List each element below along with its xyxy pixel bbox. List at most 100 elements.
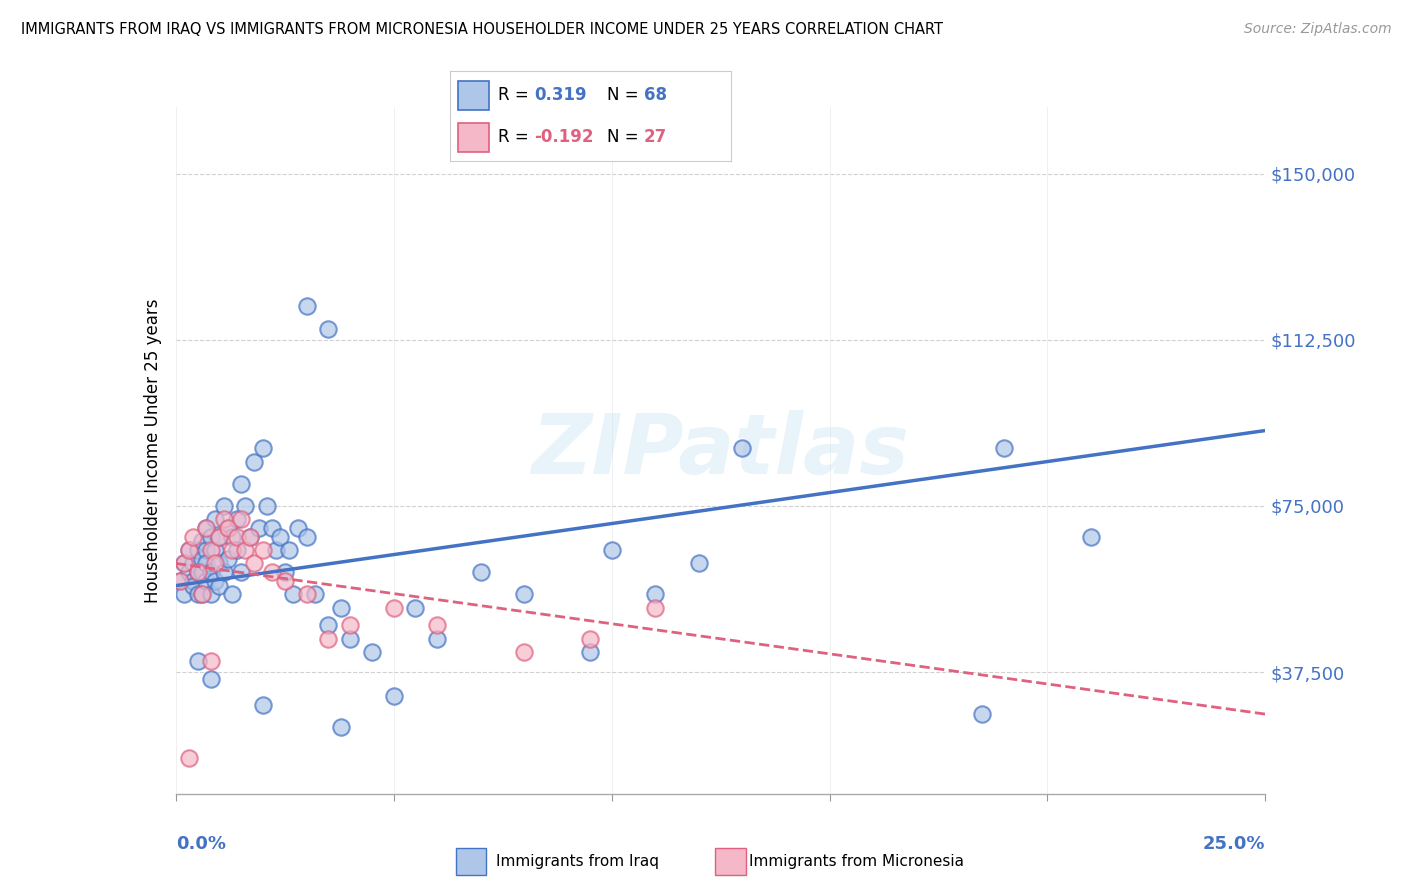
Point <box>243 454 266 468</box>
Y-axis label: Householder Income Under 25 years: Householder Income Under 25 years <box>143 298 162 603</box>
Point <box>186 543 209 558</box>
Point <box>181 530 204 544</box>
Point <box>204 557 226 571</box>
Point <box>200 672 222 686</box>
Point <box>231 512 253 526</box>
Point <box>239 530 262 544</box>
Point <box>235 499 257 513</box>
Point <box>243 557 266 571</box>
Point <box>426 632 449 646</box>
Point <box>177 543 200 558</box>
Point <box>231 476 253 491</box>
Point <box>200 587 222 601</box>
Point <box>221 530 243 544</box>
Point <box>217 552 239 566</box>
Point <box>287 521 309 535</box>
Point <box>239 530 262 544</box>
Point <box>274 574 297 589</box>
Point <box>235 543 257 558</box>
Text: ZIPatlas: ZIPatlas <box>531 410 910 491</box>
Point <box>225 530 247 544</box>
Point <box>195 521 218 535</box>
Point <box>181 579 204 593</box>
Point <box>260 566 283 580</box>
Point <box>173 557 195 571</box>
Point <box>208 530 231 544</box>
Point <box>204 574 226 589</box>
Point <box>225 543 247 558</box>
Point <box>339 632 361 646</box>
Point <box>221 587 243 601</box>
Text: N =: N = <box>607 128 644 146</box>
Point <box>644 600 666 615</box>
Point <box>993 442 1015 456</box>
Point <box>231 566 253 580</box>
Bar <box>456 848 486 875</box>
Point <box>513 587 536 601</box>
Text: 0.319: 0.319 <box>534 87 586 104</box>
Point <box>513 645 536 659</box>
Point <box>295 587 318 601</box>
Point <box>382 600 405 615</box>
Point <box>339 618 361 632</box>
Point <box>247 521 270 535</box>
Point <box>191 587 214 601</box>
Text: R =: R = <box>498 87 534 104</box>
Bar <box>458 81 489 110</box>
Point <box>278 543 301 558</box>
Point <box>195 574 218 589</box>
Text: R =: R = <box>498 128 534 146</box>
Point <box>644 587 666 601</box>
Text: Immigrants from Iraq: Immigrants from Iraq <box>496 855 659 869</box>
Point <box>208 557 231 571</box>
Point <box>208 579 231 593</box>
Point <box>382 690 405 704</box>
Point <box>191 534 214 549</box>
Point <box>169 574 191 589</box>
Bar <box>458 123 489 152</box>
Point <box>295 530 318 544</box>
Point <box>204 543 226 558</box>
Text: 25.0%: 25.0% <box>1204 835 1265 853</box>
Point <box>256 499 278 513</box>
Point <box>195 557 218 571</box>
Point <box>186 587 209 601</box>
Point <box>1080 530 1102 544</box>
Text: N =: N = <box>607 87 644 104</box>
Point <box>274 566 297 580</box>
Point <box>252 543 274 558</box>
Point <box>200 530 222 544</box>
Text: Source: ZipAtlas.com: Source: ZipAtlas.com <box>1244 22 1392 37</box>
Point <box>212 499 235 513</box>
Point <box>195 543 218 558</box>
Point <box>177 543 200 558</box>
Point <box>217 521 239 535</box>
Point <box>731 442 754 456</box>
Point <box>295 300 318 314</box>
Point <box>304 587 326 601</box>
Point <box>212 566 235 580</box>
Point <box>283 587 305 601</box>
Point <box>260 521 283 535</box>
Text: 68: 68 <box>644 87 666 104</box>
Point <box>200 654 222 668</box>
Text: IMMIGRANTS FROM IRAQ VS IMMIGRANTS FROM MICRONESIA HOUSEHOLDER INCOME UNDER 25 Y: IMMIGRANTS FROM IRAQ VS IMMIGRANTS FROM … <box>21 22 943 37</box>
Point <box>186 566 209 580</box>
Point <box>405 600 427 615</box>
Point <box>264 543 287 558</box>
Point <box>579 645 602 659</box>
Point <box>252 442 274 456</box>
Point <box>177 751 200 765</box>
Point <box>169 574 191 589</box>
Text: 27: 27 <box>644 128 668 146</box>
Point <box>318 632 340 646</box>
Point <box>173 557 195 571</box>
Point <box>318 618 340 632</box>
Point <box>186 654 209 668</box>
Point <box>181 574 204 589</box>
Point <box>208 530 231 544</box>
Point <box>470 566 492 580</box>
Point <box>970 707 993 722</box>
Point <box>579 632 602 646</box>
Point <box>688 557 710 571</box>
